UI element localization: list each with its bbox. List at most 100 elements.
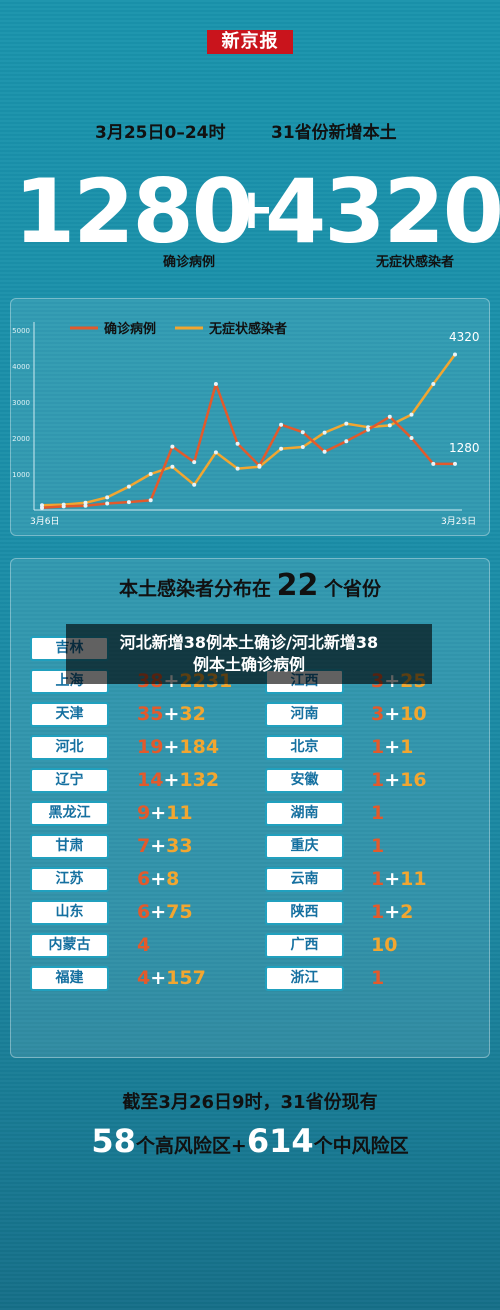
province-tag: 河北: [30, 735, 109, 760]
confirmed-value: 1: [371, 736, 385, 758]
mid-risk-text: 个中风险区: [313, 1135, 409, 1157]
data-point: [83, 503, 88, 508]
province-tag: 陕西: [265, 900, 344, 925]
data-point: [453, 352, 457, 357]
data-point: [61, 504, 66, 509]
data-point: [366, 427, 371, 432]
chart-panel: [10, 298, 490, 536]
data-point: [409, 436, 414, 440]
confirmed-value: 1: [371, 835, 385, 857]
plus-sign: +: [228, 177, 275, 242]
data-point: [126, 484, 131, 489]
data-point: [235, 441, 240, 446]
province-value: 1+16: [371, 770, 427, 791]
distribution-title: 本土感染者分布在 22 个省份: [0, 568, 500, 603]
plus-sign: +: [384, 901, 401, 923]
confirmed-value: 1: [371, 868, 385, 890]
data-point: [213, 450, 218, 455]
data-point: [40, 505, 44, 510]
data-point: [322, 449, 327, 454]
end-label-asymptomatic: 4320: [449, 330, 480, 344]
plus-sign: +: [384, 769, 401, 791]
plus-sign: +: [384, 736, 401, 758]
trend-chart: 1000 2000 3000 4000 5000 3月6日 3月25日 确诊病例 无症状感染者 4…: [12, 321, 480, 527]
data-point: [170, 444, 175, 449]
asymptomatic-value: 16: [400, 769, 427, 791]
plus-sign: +: [163, 703, 180, 725]
province-value: 1+2: [371, 902, 413, 923]
legend-label: 确诊病例: [104, 321, 156, 337]
province-value: 35+32: [137, 704, 206, 725]
confirmed-count: 1280: [14, 160, 253, 263]
confirmed-value: 6: [137, 868, 151, 890]
data-point: [387, 414, 392, 419]
headline-overlay: 河北新增38例本土确诊/河北新增38 例本土确诊病例: [66, 624, 432, 684]
overlay-line-2: 例本土确诊病例: [192, 655, 305, 674]
x-tick-label: 3月25日: [441, 516, 476, 527]
distribution-province-count: 22: [276, 568, 319, 603]
data-point: [126, 500, 131, 505]
data-point: [279, 422, 284, 427]
province-tag: 天津: [30, 702, 109, 727]
confirmed-value: 7: [137, 835, 151, 857]
plus-sign: +: [163, 736, 180, 758]
confirmed-value: 3: [371, 703, 385, 725]
province-value: 7+33: [137, 836, 193, 857]
plus-sign: +: [384, 868, 401, 890]
confirmed-label: 确诊病例: [163, 255, 216, 270]
province-value: 19+184: [137, 737, 219, 758]
asymptomatic-value: 32: [179, 703, 206, 725]
distribution-title-suffix: 个省份: [323, 578, 381, 600]
plus-sign: +: [384, 703, 401, 725]
data-point: [105, 501, 110, 506]
plus-sign: +: [150, 835, 167, 857]
series-line: [41, 353, 457, 507]
asymptomatic-value: 157: [166, 967, 206, 989]
confirmed-value: 4: [137, 934, 151, 956]
data-point: [257, 463, 262, 468]
footer-line-2: 58个高风险区+614个中风险区: [0, 1122, 500, 1160]
confirmed-value: 14: [137, 769, 164, 791]
y-tick-label: 1000: [12, 471, 30, 479]
data-point: [431, 382, 436, 386]
plus-sign: +: [150, 802, 167, 824]
data-point: [409, 412, 414, 417]
data-point: [300, 445, 305, 449]
province-tag: 内蒙古: [30, 933, 109, 958]
end-label-confirmed: 1280: [449, 441, 480, 455]
brand-logo: 新京报: [207, 30, 293, 54]
confirmed-value: 1: [371, 901, 385, 923]
asymptomatic-value: 2: [400, 901, 414, 923]
data-point: [235, 466, 240, 471]
data-point: [300, 430, 305, 435]
mid-risk-count: 614: [246, 1122, 314, 1160]
data-point: [344, 421, 349, 426]
province-tag: 浙江: [265, 966, 344, 991]
asymptomatic-value: 184: [179, 736, 220, 758]
data-point: [83, 500, 88, 505]
series-line: [41, 382, 455, 510]
province-tag: 广西: [265, 933, 344, 958]
header-date: 3月25日0–24时: [95, 123, 226, 143]
data-point: [453, 461, 457, 466]
province-value: 1: [371, 836, 384, 857]
legend-label: 无症状感染者: [208, 321, 287, 337]
header-subtitle: 31省份新增本土: [271, 123, 397, 143]
distribution-title-prefix: 本土感染者分布在: [119, 578, 272, 600]
province-value: 1: [371, 803, 384, 824]
province-tag: 湖南: [265, 801, 344, 826]
confirmed-value: 1: [371, 769, 385, 791]
asymptomatic-label: 无症状感染者: [376, 255, 455, 270]
province-value: 6+75: [137, 902, 193, 923]
province-tag: 安徽: [265, 768, 344, 793]
province-value: 14+132: [137, 770, 219, 791]
asymptomatic-value: 10: [400, 703, 427, 725]
data-point: [148, 498, 153, 503]
province-tag: 甘肃: [30, 834, 109, 859]
province-value: 1+11: [371, 869, 427, 890]
data-point: [192, 482, 197, 487]
province-tag: 云南: [265, 867, 344, 892]
asymptomatic-value: 8: [166, 868, 180, 890]
plus-sign: +: [163, 769, 180, 791]
confirmed-value: 1: [371, 802, 385, 824]
